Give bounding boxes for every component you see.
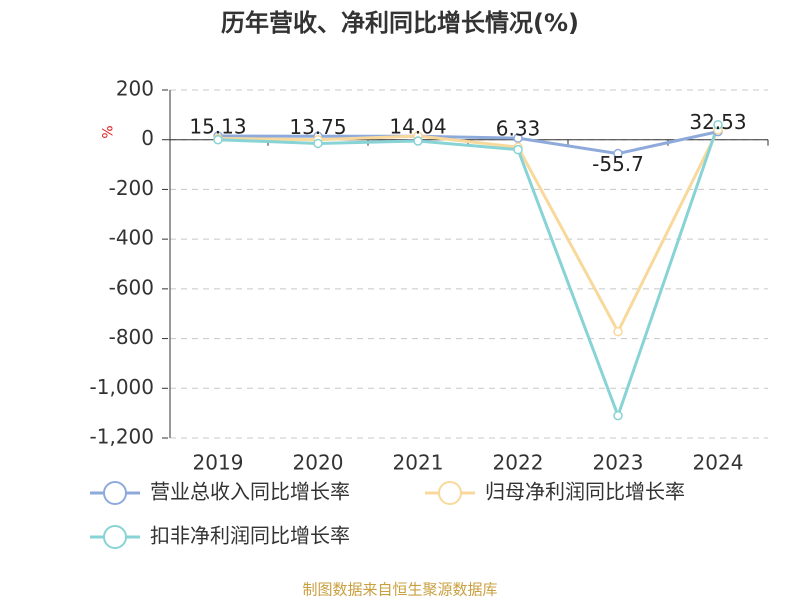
- legend-marker: [103, 481, 127, 505]
- x-tick-label: 2020: [293, 451, 344, 475]
- legend-label: 扣非净利润同比增长率: [150, 524, 350, 548]
- chart-title: 历年营收、净利同比增长情况(%): [221, 9, 579, 37]
- point: [413, 136, 423, 146]
- data-label: 32.53: [689, 110, 746, 134]
- source: 制图数据来自恒生聚源数据库: [302, 581, 497, 599]
- legend-label: 归母净利润同比增长率: [485, 480, 685, 504]
- y-tick-label: 200: [116, 77, 154, 101]
- series-line: [217, 124, 720, 421]
- y-tick-label: -1,200: [90, 425, 154, 449]
- point: [613, 148, 623, 159]
- series-line: [217, 129, 720, 335]
- x-tick-label: 2024: [693, 451, 744, 475]
- x-tick-label: 2021: [393, 451, 444, 475]
- point: [513, 144, 523, 155]
- legend-label: 营业总收入同比增长率: [150, 480, 350, 504]
- data-label: 6.33: [496, 117, 541, 141]
- point: [613, 410, 623, 421]
- data-label: 14.04: [389, 115, 446, 139]
- y-unit: %: [98, 125, 114, 138]
- data-label: 15.13: [189, 114, 246, 138]
- point: [213, 134, 223, 145]
- point: [713, 120, 723, 130]
- point: [313, 138, 323, 149]
- y-tick-label: 0: [141, 126, 154, 150]
- data-label: 13.75: [289, 115, 346, 139]
- point: [513, 133, 523, 143]
- legend-marker: [438, 481, 462, 505]
- point: [613, 326, 623, 337]
- y-tick-label: -1,000: [90, 375, 154, 399]
- x-tick-label: 2023: [593, 451, 644, 475]
- data-label: -55.7: [592, 152, 644, 176]
- series-line: [217, 130, 719, 156]
- x-tick-label: 2022: [493, 451, 544, 475]
- x-tick-label: 2019: [193, 451, 244, 475]
- y-tick-label: -600: [109, 275, 154, 299]
- y-tick-label: -400: [109, 226, 154, 250]
- y-tick-label: -200: [109, 176, 154, 200]
- legend-marker: [103, 525, 127, 549]
- y-tick-label: -800: [109, 325, 154, 349]
